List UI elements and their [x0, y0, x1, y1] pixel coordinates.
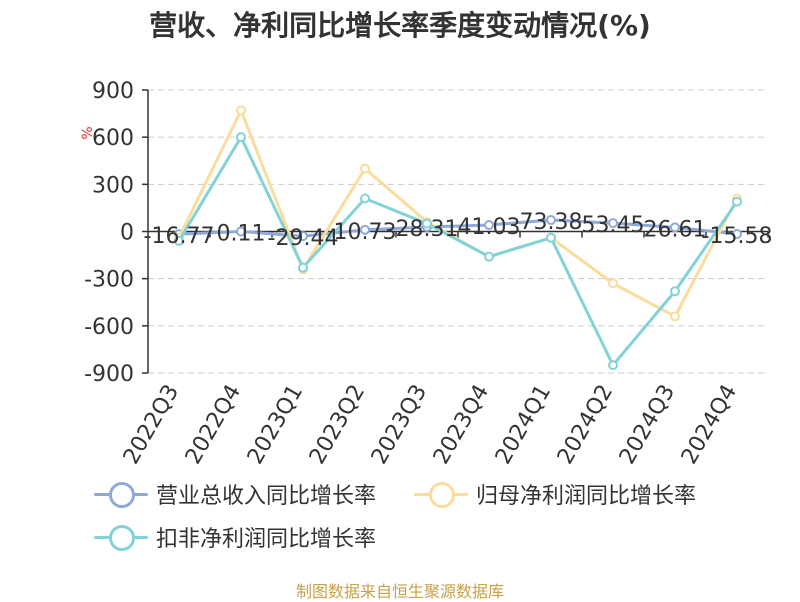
- y-axis: 900 600 300 0 -300 -600 -900: [84, 79, 149, 387]
- data-point: [608, 360, 618, 371]
- data-point: [670, 286, 680, 297]
- data-point: [422, 218, 432, 229]
- data-label: 41.03: [458, 215, 521, 240]
- series-line-0: [177, 218, 739, 238]
- y-tick-label: 900: [92, 79, 134, 104]
- y-tick-label: -900: [84, 362, 134, 387]
- data-point: [546, 232, 556, 243]
- series-layer: [174, 105, 742, 371]
- data-label: 73.38: [520, 210, 583, 235]
- data-point: [608, 278, 618, 289]
- legend-item-revenue[interactable]: 营业总收入同比增长率: [92, 478, 376, 510]
- x-tick-label: 2024Q3: [615, 381, 680, 469]
- legend-item-net-profit[interactable]: 归母净利润同比增长率: [412, 478, 696, 510]
- data-label: 0.11: [217, 221, 266, 246]
- x-tick-label: 2024Q2: [553, 381, 618, 469]
- data-source-note: 制图数据来自恒生聚源数据库: [295, 582, 504, 601]
- series-line-1: [177, 108, 739, 318]
- data-point: [732, 228, 742, 239]
- legend-label: 营业总收入同比增长率: [156, 484, 377, 509]
- data-point: [236, 132, 246, 143]
- data-label: 28.31: [396, 217, 459, 242]
- legend-swatch: [92, 522, 150, 552]
- y-tick-label: -600: [84, 315, 134, 340]
- data-label: 26.61: [644, 217, 707, 242]
- data-label: -15.58: [702, 224, 773, 249]
- data-point: [360, 193, 370, 204]
- y-axis-label: %: [80, 126, 96, 139]
- data-point: [608, 218, 618, 229]
- data-point: [484, 251, 494, 262]
- legend-swatch: [92, 479, 150, 509]
- legend-item-deducted-net-profit[interactable]: 扣非净利润同比增长率: [92, 521, 376, 553]
- data-point: [670, 222, 680, 233]
- x-tick-label: 2022Q4: [181, 381, 246, 469]
- data-point: [732, 196, 742, 207]
- series-line-2: [177, 135, 739, 367]
- data-label: -16.77: [144, 224, 215, 249]
- x-tick-label: 2023Q2: [305, 381, 370, 469]
- x-tick-label: 2024Q1: [491, 381, 556, 469]
- x-tick-label: 2023Q1: [243, 381, 308, 469]
- legend-label: 扣非净利润同比增长率: [156, 527, 377, 552]
- y-tick-label: -300: [84, 268, 134, 293]
- legend-swatch: [412, 479, 470, 509]
- y-tick-label: 300: [92, 173, 134, 198]
- x-tick-label: 2023Q3: [367, 381, 432, 469]
- x-tick-label: 2024Q4: [677, 381, 742, 469]
- data-point: [360, 163, 370, 174]
- data-point: [298, 231, 308, 242]
- x-axis: 2022Q32022Q42023Q12023Q22023Q32023Q42024…: [119, 230, 769, 469]
- data-point: [174, 235, 184, 246]
- x-tick-label: 2022Q3: [119, 381, 184, 469]
- x-tick-label: 2023Q4: [429, 381, 494, 469]
- data-point: [670, 311, 680, 322]
- y-tick-label: 600: [92, 126, 134, 151]
- data-label: -29.44: [268, 226, 339, 251]
- data-point: [546, 214, 556, 225]
- y-tick-label: 0: [120, 221, 134, 246]
- data-point: [236, 105, 246, 116]
- data-label: 10.73: [334, 220, 397, 245]
- legend-label: 归母净利润同比增长率: [476, 484, 697, 509]
- chart-title: 营收、净利同比增长率季度变动情况(%): [149, 9, 651, 42]
- data-label: 53.45: [582, 213, 645, 238]
- data-point: [484, 220, 494, 231]
- data-point: [298, 262, 308, 273]
- data-point: [236, 226, 246, 237]
- data-point: [360, 224, 370, 235]
